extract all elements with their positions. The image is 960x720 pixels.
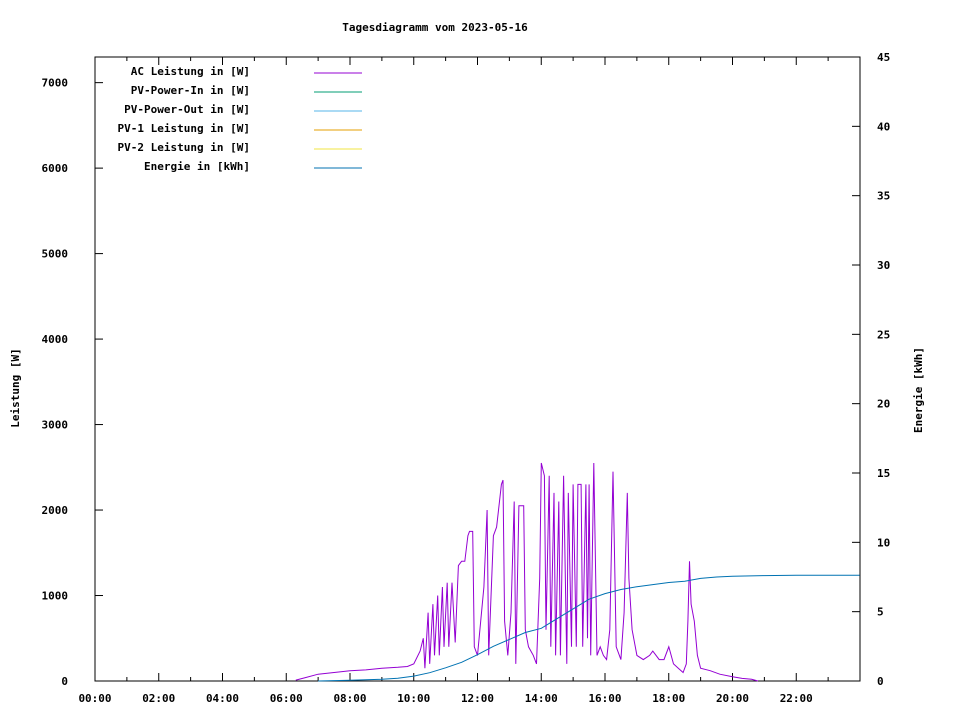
y-tick-label: 6000: [42, 162, 69, 175]
legend-label: PV-Power-In in [W]: [131, 84, 250, 97]
x-tick-label: 20:00: [716, 692, 749, 705]
x-tick-label: 14:00: [525, 692, 558, 705]
legend-label: PV-1 Leistung in [W]: [118, 122, 250, 135]
legend-label: AC Leistung in [W]: [131, 65, 250, 78]
y2-tick-label: 30: [877, 259, 890, 272]
x-tick-label: 08:00: [333, 692, 366, 705]
y-tick-label: 5000: [42, 248, 69, 261]
y-axis-label: Leistung [W]: [9, 348, 22, 427]
legend-label: PV-Power-Out in [W]: [124, 103, 250, 116]
y2-tick-label: 0: [877, 675, 884, 688]
axes: 00:00 02:00 04:00 06:00 08:00 10:00 12:00 14:00…: [42, 51, 891, 705]
y2-tick-label: 40: [877, 120, 890, 133]
x-tick-label: 04:00: [206, 692, 239, 705]
y2-tick-label: 5: [877, 606, 884, 619]
x-tick-label: 10:00: [397, 692, 430, 705]
y-tick-label: 0: [61, 675, 68, 688]
y2-tick-label: 15: [877, 467, 890, 480]
y-tick-label: 4000: [42, 333, 69, 346]
x-tick-label: 02:00: [142, 692, 175, 705]
x-tick-label: 18:00: [652, 692, 685, 705]
y2-tick-label: 10: [877, 536, 890, 549]
x-tick-label: 06:00: [270, 692, 303, 705]
x-tick-label: 00:00: [78, 692, 111, 705]
y-tick-label: 3000: [42, 419, 69, 432]
y2-axis-label: Energie [kWh]: [912, 347, 925, 433]
x-tick-label: 12:00: [461, 692, 494, 705]
x-tick-label: 22:00: [780, 692, 813, 705]
x-tick-label: 16:00: [588, 692, 621, 705]
legend: AC Leistung in [W] PV-Power-In in [W] PV-P…: [118, 65, 362, 173]
y-tick-label: 7000: [42, 77, 69, 90]
plot-lines: [295, 462, 860, 682]
legend-label: PV-2 Leistung in [W]: [118, 141, 250, 154]
y2-tick-label: 20: [877, 398, 890, 411]
series-line-0: [295, 462, 759, 682]
y-tick-label: 1000: [42, 590, 69, 603]
series-line-5: [318, 574, 860, 682]
y2-tick-label: 45: [877, 51, 890, 64]
y2-tick-label: 25: [877, 328, 890, 341]
chart-title: Tagesdiagramm vom 2023-05-16: [342, 21, 528, 34]
y-tick-label: 2000: [42, 504, 69, 517]
y2-tick-label: 35: [877, 190, 890, 203]
legend-label: Energie in [kWh]: [144, 160, 250, 173]
